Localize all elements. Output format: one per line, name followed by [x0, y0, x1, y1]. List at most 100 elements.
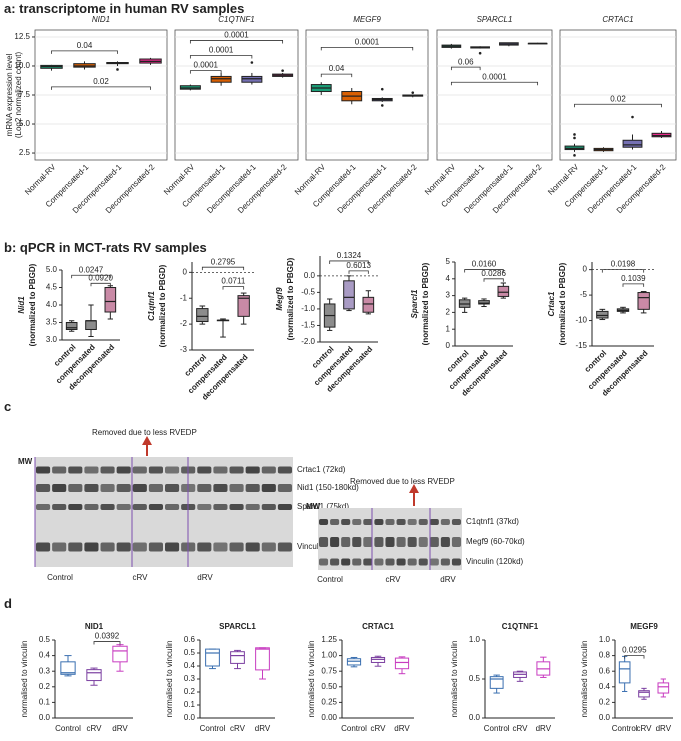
blot-band: [429, 558, 439, 566]
blot-band: [165, 466, 180, 474]
box: [637, 292, 650, 310]
y-axis-label: (normalized to PBGD): [28, 263, 37, 346]
outlier: [380, 87, 384, 91]
blot-band: [385, 519, 395, 525]
box: [497, 285, 510, 297]
y-tick-label: 4.0: [46, 300, 58, 309]
blot-band: [352, 519, 362, 525]
group-label: cRV: [133, 573, 149, 582]
y-axis-label: normalised to vinculin: [450, 641, 459, 718]
removed-arrowhead: [142, 436, 152, 445]
y-tick-label: 0.3: [39, 666, 51, 675]
y-tick-label: 0.0: [599, 713, 611, 722]
box: [370, 656, 386, 663]
blot-band: [277, 484, 292, 492]
blot-band: [84, 504, 99, 510]
blot-band: [429, 537, 439, 547]
box: [343, 280, 355, 310]
blot-band: [330, 537, 340, 547]
blot-band: [363, 537, 373, 547]
blot-band: [385, 558, 395, 566]
y-tick-label: 5.0: [46, 265, 58, 274]
p-value: 0.1039: [621, 274, 646, 283]
box: [86, 669, 102, 682]
y-axis-label: mRNA expression level: [5, 53, 14, 136]
p-value: 0.0160: [472, 260, 497, 269]
p-value: 0.06: [458, 57, 474, 66]
blot-band: [261, 484, 276, 492]
blot-band: [148, 504, 163, 510]
x-tick-label: Control: [200, 724, 226, 733]
outlier: [573, 154, 576, 157]
blot-band: [407, 537, 417, 547]
blot-band: [396, 519, 406, 525]
box: [362, 296, 375, 313]
p-value: 0.0001: [482, 72, 507, 81]
x-tick-label: Normal-RV: [23, 162, 58, 197]
blot-band: [319, 537, 329, 547]
y-tick-label: -15: [575, 341, 587, 350]
x-tick-label: Decompensated-1: [462, 162, 515, 215]
removed-arrowhead: [409, 484, 419, 493]
significance-bracket: [483, 278, 504, 282]
mw-label: MW: [306, 502, 321, 511]
y-tick-label: 0.00: [321, 713, 337, 722]
y-axis-label: (normalized to PBGD): [286, 257, 295, 340]
chart-title: MEGF9: [630, 622, 658, 631]
y-tick-label: 1.00: [321, 651, 337, 660]
y-tick-label: 0.0: [304, 271, 316, 280]
outlier: [116, 68, 119, 71]
y-tick-label: 1: [446, 324, 451, 333]
group-label: Control: [47, 573, 73, 582]
x-tick-label: Control: [341, 724, 367, 733]
blot-band: [68, 466, 83, 474]
band-label: Crtac1 (72kd): [297, 465, 346, 474]
blot-band: [229, 542, 244, 552]
blot-band: [132, 466, 147, 474]
p-value: 0.0286: [481, 269, 506, 278]
p-value: 0.6013: [346, 261, 371, 270]
panel-a-title: a: transcriptome in human RV samples: [4, 1, 244, 16]
y-axis-label: Sparcl1: [410, 289, 419, 318]
blot-band: [341, 537, 351, 547]
blot-band: [36, 542, 51, 552]
y-tick-label: 3: [446, 291, 451, 300]
significance-bracket: [348, 270, 369, 274]
x-tick-label: dRV: [536, 724, 552, 733]
blot-band: [319, 519, 329, 525]
significance-bracket: [189, 40, 284, 44]
panel-b-title: b: qPCR in MCT-rats RV samples: [4, 240, 207, 255]
blot-band: [330, 558, 340, 566]
blot-band: [100, 466, 115, 474]
x-tick-label: cRV: [230, 724, 246, 733]
blot-band: [213, 466, 228, 474]
y-tick-label: 0.5: [469, 674, 481, 683]
blot-band: [213, 504, 228, 510]
y-tick-label: 4: [446, 274, 451, 283]
p-value: 0.04: [329, 64, 345, 73]
y-tick-label: 0.5: [39, 635, 51, 644]
significance-bracket: [71, 274, 111, 279]
y-axis-label: (normalized to PBGD): [421, 262, 430, 345]
y-axis-label: Megf9: [275, 287, 284, 311]
y-tick-label: 1.0: [469, 635, 481, 644]
y-tick-label: 0.75: [321, 666, 337, 675]
box: [112, 645, 128, 663]
box: [237, 295, 250, 317]
y-tick-label: 1.0: [599, 635, 611, 644]
blot-band: [36, 484, 51, 492]
y-tick-label: 0.0: [184, 713, 196, 722]
y-tick-label: 0.4: [184, 661, 196, 670]
outlier: [411, 91, 415, 94]
p-value: 0.0198: [611, 260, 636, 269]
y-tick-label: 3.0: [46, 335, 58, 344]
y-tick-label: 0.2: [184, 687, 196, 696]
significance-bracket: [51, 86, 151, 90]
y-tick-label: 5.0: [19, 119, 31, 128]
box: [255, 647, 270, 671]
y-axis-label: Nid1: [17, 296, 26, 314]
y-tick-label: -5: [580, 290, 588, 299]
x-tick-label: cRV: [371, 724, 387, 733]
y-tick-label: 0.4: [599, 682, 611, 691]
p-value: 0.02: [610, 94, 626, 103]
